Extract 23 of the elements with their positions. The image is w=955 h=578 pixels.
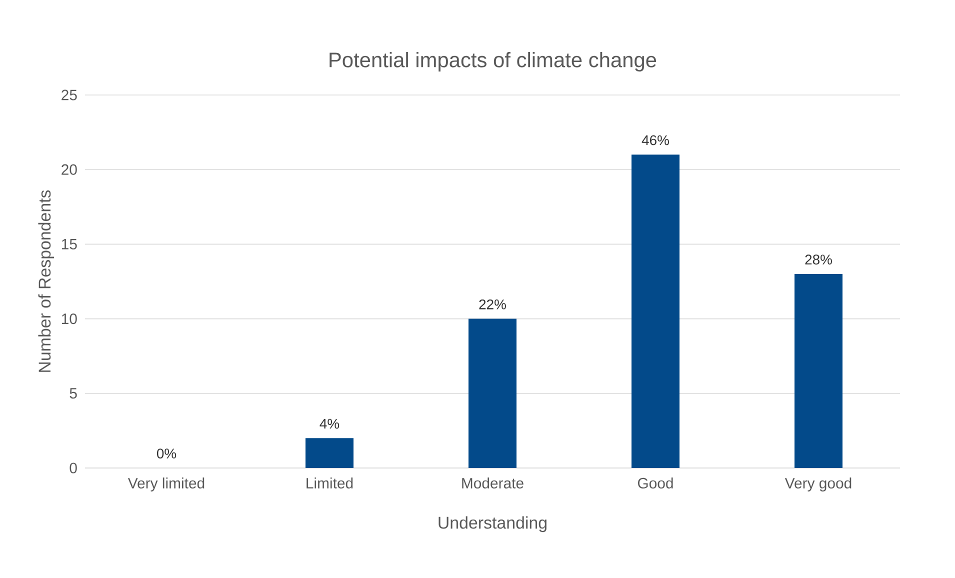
x-tick-label: Very good — [784, 478, 852, 492]
annotation: 0% — [156, 448, 176, 458]
x-tick-label: Good — [638, 478, 673, 488]
y-tick-label: 25 — [62, 90, 77, 100]
y-tick-label: 10 — [62, 314, 77, 324]
x-tick-label: Moderate — [462, 478, 524, 488]
annotation: 4% — [320, 418, 340, 429]
x-axis-title: Understanding — [438, 516, 546, 532]
y-tick-label: 5 — [70, 388, 77, 399]
bar — [794, 274, 843, 468]
bar — [468, 318, 517, 468]
y-axis-title: Number of Respondents — [38, 190, 54, 372]
annotation: 46% — [642, 135, 669, 146]
y-tick-label: 20 — [62, 164, 77, 175]
x-tick-label: Limited — [306, 478, 353, 488]
annotation: 22% — [479, 299, 506, 310]
x-tick-label: Very limited — [128, 478, 204, 492]
bar — [306, 438, 354, 468]
annotation: 28% — [805, 254, 832, 265]
bar — [632, 154, 680, 468]
y-tick-label: 15 — [62, 238, 77, 250]
y-tick-label: 0 — [70, 462, 77, 474]
chart-title: Potential impacts of climate change — [330, 52, 656, 72]
